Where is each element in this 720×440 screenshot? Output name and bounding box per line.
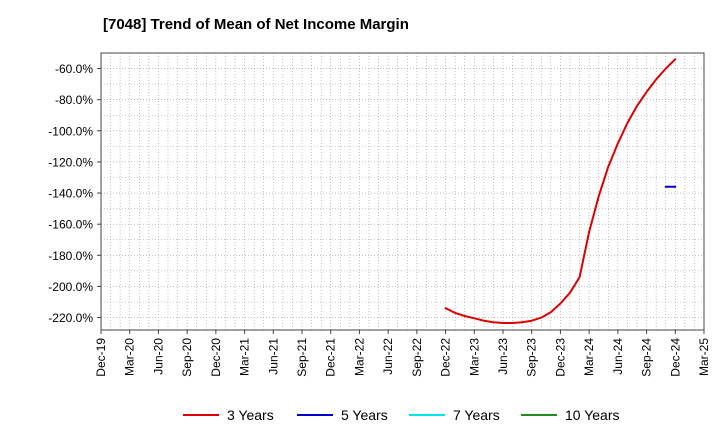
y-tick-label: -80.0%	[55, 93, 93, 107]
x-tick-label: Sep-23	[525, 338, 539, 377]
legend-label: 7 Years	[453, 407, 500, 423]
y-tick-label: -100.0%	[48, 124, 93, 138]
x-tick-label: Jun-23	[496, 338, 510, 375]
legend-label: 10 Years	[565, 407, 620, 423]
x-tick-label: Jun-24	[611, 338, 625, 375]
x-tick-label: Dec-21	[324, 338, 338, 377]
y-tick-label: -200.0%	[48, 280, 93, 294]
y-tick-label: -120.0%	[48, 155, 93, 169]
x-tick-label: Mar-22	[352, 338, 366, 376]
x-tick-label: Mar-25	[697, 338, 711, 376]
x-tick-label: Mar-23	[467, 338, 481, 376]
legend-item-5-years: 5 Years	[297, 404, 388, 426]
plot-background	[101, 53, 704, 330]
legend-swatch	[297, 414, 333, 416]
y-tick-label: -140.0%	[48, 187, 93, 201]
x-tick-label: Sep-24	[640, 338, 654, 377]
x-tick-label: Mar-24	[582, 338, 596, 376]
legend-label: 5 Years	[341, 407, 388, 423]
x-tick-label: Jun-20	[151, 338, 165, 375]
legend-item-3-years: 3 Years	[183, 404, 274, 426]
x-tick-label: Sep-22	[410, 338, 424, 377]
x-tick-label: Dec-22	[439, 338, 453, 377]
x-tick-label: Mar-20	[123, 338, 137, 376]
plot-frame	[100, 52, 705, 331]
chart-title: [7048] Trend of Mean of Net Income Margi…	[103, 16, 409, 33]
x-tick-label: Sep-21	[295, 338, 309, 377]
x-tick-label: Dec-20	[209, 338, 223, 377]
legend-item-10-years: 10 Years	[521, 404, 620, 426]
x-tick-label: Jun-21	[266, 338, 280, 375]
chart-plot-area: -60.0% -80.0% -100.0% -120.0% -140.0% -160.0%…	[48, 52, 711, 377]
series-line-3-years	[444, 58, 677, 324]
x-tick-label: Dec-24	[668, 338, 682, 377]
x-tick-label: Sep-20	[180, 338, 194, 377]
legend-swatch	[409, 414, 445, 416]
y-tick-label: -220.0%	[48, 311, 93, 325]
chart-legend: 3 Years 5 Years 7 Years 10 Years	[0, 404, 720, 426]
x-tick-label: Dec-23	[553, 338, 567, 377]
x-tick-label: Jun-22	[381, 338, 395, 375]
y-tick-label: -180.0%	[48, 249, 93, 263]
x-tick-label: Dec-19	[94, 338, 108, 377]
y-tick-label: -60.0%	[55, 62, 93, 76]
legend-swatch	[183, 414, 219, 416]
y-tick-label: -160.0%	[48, 218, 93, 232]
legend-swatch	[521, 414, 557, 416]
legend-item-7-years: 7 Years	[409, 404, 500, 426]
x-tick-label: Mar-21	[238, 338, 252, 376]
legend-label: 3 Years	[227, 407, 274, 423]
